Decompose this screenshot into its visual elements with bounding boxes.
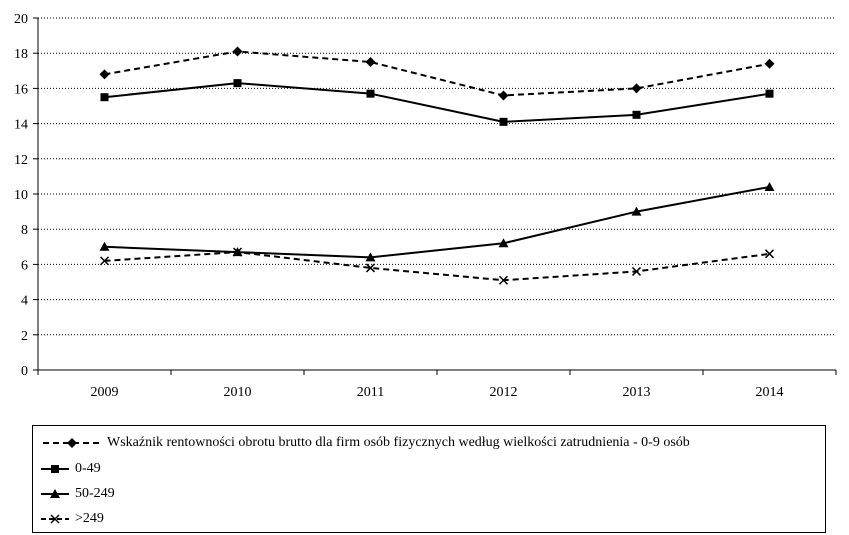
y-tick-label: 16 <box>14 82 28 97</box>
series-line-1 <box>104 82 770 123</box>
data-point-diamond <box>764 58 775 69</box>
y-tick-label: 20 <box>14 12 28 27</box>
data-point-square <box>233 79 242 88</box>
legend-label: Wskaźnik rentowności obrotu brutto dla f… <box>107 435 690 450</box>
data-point-diamond <box>365 57 376 67</box>
legend-item-0-49: 0-49 <box>41 459 101 479</box>
data-point-square <box>765 89 774 98</box>
y-tick-label: 4 <box>21 294 28 309</box>
data-point-square <box>100 93 109 102</box>
legend-marker-diamond-dashed <box>43 438 101 448</box>
legend: Wskaźnik rentowności obrotu brutto dla f… <box>32 425 826 533</box>
data-point-triangle <box>764 181 775 191</box>
x-tick-label: 2009 <box>91 385 119 400</box>
legend-label: 50-249 <box>75 486 115 501</box>
data-point-diamond <box>232 46 243 57</box>
x-tick-label: 2012 <box>490 385 518 400</box>
data-point-diamond <box>99 69 110 80</box>
data-point-triangle <box>631 206 642 216</box>
series-line-2 <box>104 185 770 259</box>
x-tick-label: 2014 <box>756 385 784 400</box>
data-point-x <box>498 275 509 285</box>
legend-marker-x-dashed <box>41 514 69 524</box>
y-tick-label: 0 <box>21 364 28 379</box>
y-tick-label: 2 <box>21 329 28 344</box>
data-point-x <box>631 266 642 276</box>
legend-item-0-9: Wskaźnik rentowności obrotu brutto dla f… <box>41 433 690 453</box>
series-line-0 <box>104 50 770 97</box>
y-tick-label: 8 <box>21 223 28 238</box>
legend-item-50-249: 50-249 <box>41 484 115 504</box>
x-tick-label: 2010 <box>224 385 252 400</box>
y-tick-label: 10 <box>14 188 28 203</box>
series-line-3 <box>104 251 770 282</box>
data-point-square <box>499 117 508 126</box>
data-point-x <box>365 263 376 273</box>
legend-marker-triangle-solid <box>41 489 69 498</box>
y-tick-label: 6 <box>21 258 28 273</box>
legend-marker-square-solid <box>41 465 69 473</box>
data-point-x <box>764 249 775 259</box>
data-point-diamond <box>498 90 509 101</box>
y-tick-label: 14 <box>14 118 28 133</box>
data-point-triangle <box>498 238 509 248</box>
x-tick-label: 2013 <box>623 385 651 400</box>
line-chart: 0 2 4 6 8 10 12 14 16 18 20 2009 2010 2011 2012 2013 201… <box>14 12 837 400</box>
data-point-diamond <box>631 83 642 94</box>
data-point-triangle <box>99 241 110 251</box>
data-point-square <box>632 110 641 119</box>
data-point-square <box>366 89 375 98</box>
x-tick-label: 2011 <box>357 385 384 400</box>
data-point-x <box>232 247 243 257</box>
legend-label: 0-49 <box>75 461 101 476</box>
y-tick-label: 12 <box>14 153 28 168</box>
y-tick-label: 18 <box>14 47 28 62</box>
legend-label: >249 <box>75 511 104 526</box>
legend-item-gt249: >249 <box>41 509 104 529</box>
data-point-triangle <box>365 252 376 262</box>
data-point-x <box>99 256 110 266</box>
